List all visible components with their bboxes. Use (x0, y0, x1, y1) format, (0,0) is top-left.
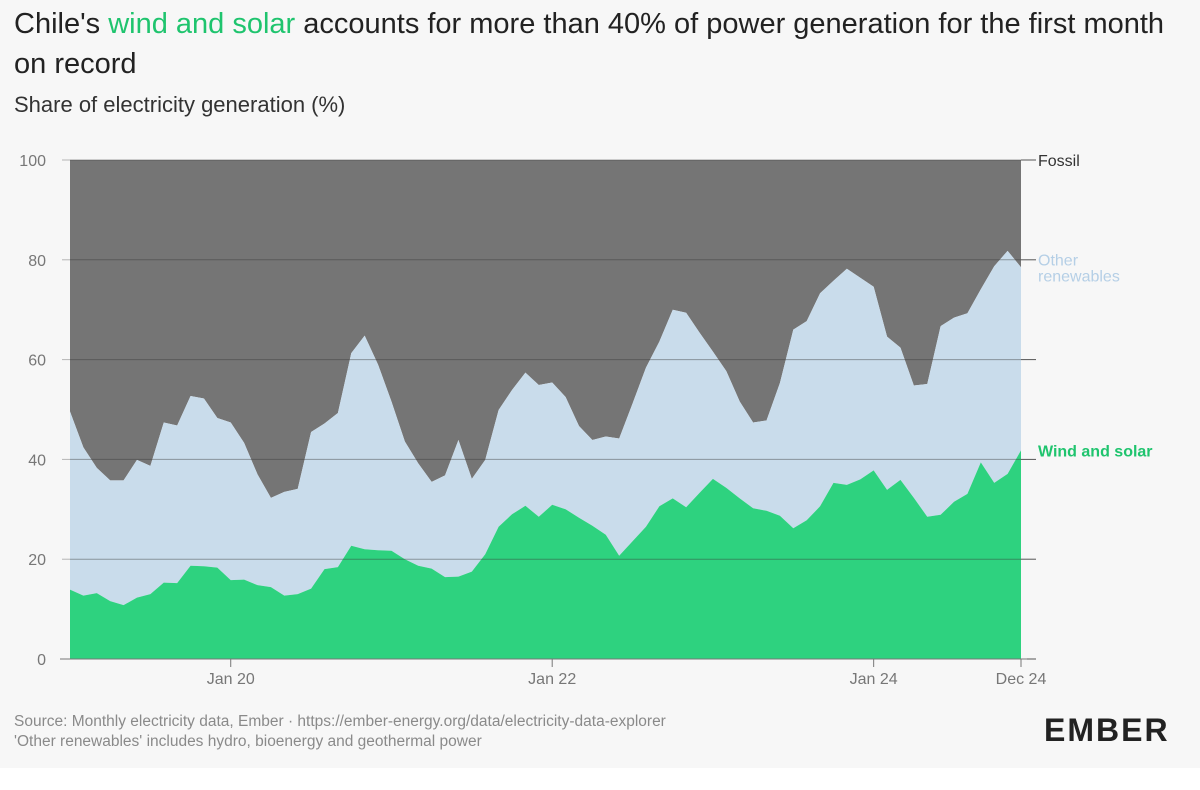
fossil-area (70, 160, 1021, 498)
legend-other-renewables: Other (1038, 252, 1079, 269)
chart-title: Chile's wind and solar accounts for more… (14, 4, 1184, 84)
y-tick-label: 0 (37, 652, 46, 669)
wind-solar-area (70, 450, 1021, 659)
stacked-area-chart: 0 20 40 60 80 100 Jan 20 Jan 22 Jan 24 Dec 24 Foss… (19, 153, 1153, 688)
title-suffix: accounts for more than 40% of power gene… (14, 8, 1165, 80)
legend-other-renewables-line2: renewables (1038, 268, 1120, 285)
chart-subtitle: Share of electricity generation (%) (14, 92, 346, 117)
legend-fossil: Fossil (1038, 153, 1080, 170)
ember-logo: EMBER (1044, 712, 1170, 748)
source-note: Source: Monthly electricity data, Ember … (14, 713, 666, 730)
x-tick-label: Dec 24 (996, 671, 1047, 688)
y-tick-label: 100 (19, 153, 46, 170)
title-highlight: wind and solar (108, 8, 296, 40)
y-tick-label: 40 (28, 452, 46, 469)
y-tick-label: 80 (28, 253, 46, 270)
y-tick-label: 60 (28, 353, 46, 370)
x-tick-label: Jan 20 (207, 671, 255, 688)
legend-wind-solar: Wind and solar (1038, 443, 1153, 460)
y-tick-label: 20 (28, 552, 46, 569)
chart-footer: Source: Monthly electricity data, Ember … (14, 712, 666, 752)
definition-note: 'Other renewables' includes hydro, bioen… (14, 733, 482, 750)
x-tick-label: Jan 22 (528, 671, 576, 688)
title-prefix: Chile's (14, 8, 109, 40)
x-tick-label: Jan 24 (850, 671, 898, 688)
other-renewables-area (70, 250, 1021, 606)
